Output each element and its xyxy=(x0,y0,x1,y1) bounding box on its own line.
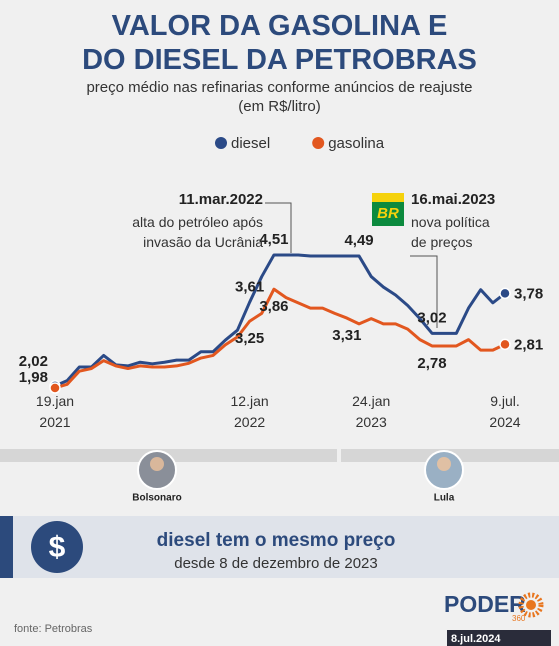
note-strip xyxy=(0,516,13,578)
data-label: 2,81 xyxy=(514,336,543,353)
subtitle: preço médio nas refinarias conforme anún… xyxy=(86,79,473,115)
data-label: 3,31 xyxy=(332,327,361,344)
data-label: 4,51 xyxy=(259,231,288,248)
source: fonte: Petrobras xyxy=(14,623,93,635)
leader-line xyxy=(410,255,438,328)
brand-sun xyxy=(518,592,544,618)
period-name: Lula xyxy=(434,493,455,504)
annotation-title: 16.mai.2023 xyxy=(411,191,496,208)
data-label: 1,98 xyxy=(19,369,48,386)
portrait-face xyxy=(150,457,164,471)
series-line xyxy=(54,287,506,390)
date-box xyxy=(447,630,551,646)
note-icon-text: $ xyxy=(49,531,66,564)
logo xyxy=(372,193,404,202)
x-tick-label: 24.jan 2023 xyxy=(352,393,391,430)
note-text: desde 8 de dezembro de 2023 xyxy=(174,555,378,572)
data-label: 3,61 xyxy=(235,278,264,295)
title: VALOR DA GASOLINA E DO DIESEL DA PETROBR… xyxy=(82,10,477,76)
annotation-text: alta do petróleo após invasão da Ucrânia xyxy=(132,214,263,250)
series-line xyxy=(54,253,506,388)
logo-text: BR xyxy=(377,205,399,222)
note-title: diesel tem o mesmo preço xyxy=(157,530,396,551)
data-label: 3,86 xyxy=(259,298,288,315)
data-label: 4,49 xyxy=(344,232,373,249)
end-marker xyxy=(49,382,61,394)
end-marker xyxy=(499,287,511,300)
period-name: Bolsonaro xyxy=(132,493,181,504)
annotation-title: 11.mar.2022 xyxy=(178,191,263,208)
annotation-text: nova política de preços xyxy=(411,214,490,250)
data-label: 2,78 xyxy=(417,355,446,372)
legend-marker xyxy=(215,137,227,149)
brand-name: PODER xyxy=(444,591,526,617)
data-label: 3,78 xyxy=(514,285,543,302)
legend-label: gasolina xyxy=(328,135,385,152)
note-banner xyxy=(0,516,559,578)
legend-marker xyxy=(312,137,325,149)
date: 8.jul.2024 xyxy=(451,633,501,645)
data-label: 2,02 xyxy=(19,353,48,370)
legend-label: diesel xyxy=(231,135,270,152)
x-tick-label: 12.jan 2022 xyxy=(230,393,269,430)
data-label: 3,02 xyxy=(417,309,446,326)
x-tick-label: 19.jan 2021 xyxy=(35,393,75,430)
brand-sub: 360 xyxy=(512,614,526,623)
portrait-face xyxy=(437,457,451,471)
brand-sun xyxy=(526,600,536,610)
end-marker xyxy=(499,338,511,351)
data-label: 3,25 xyxy=(235,330,264,347)
x-tick-label: 9.jul. 2024 xyxy=(489,393,521,430)
leader-line xyxy=(265,202,292,253)
note-icon xyxy=(31,521,83,573)
